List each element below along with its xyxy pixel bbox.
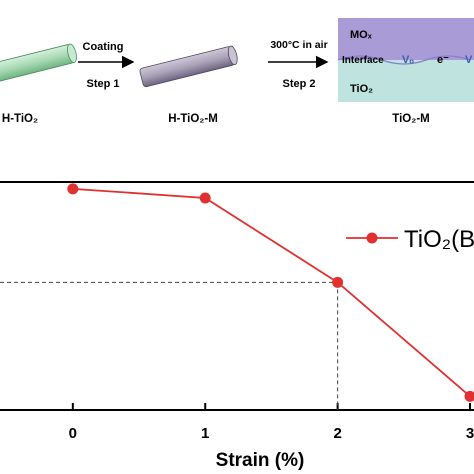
chart-series xyxy=(67,183,474,402)
x-tick-label-3: 3 xyxy=(466,425,474,442)
synthesis-schematic: Coating Step 1 300°C in air Step 2 MOₓ I… xyxy=(0,18,474,125)
h-tio2-rod xyxy=(0,43,77,86)
data-point-3 xyxy=(464,390,474,402)
x-tick-label-0: 0 xyxy=(69,425,77,442)
layer-diagram: MOₓ Interface Vₒ e⁻ V TiO₂ xyxy=(337,18,474,102)
data-point-1 xyxy=(199,192,211,204)
strain-chart: 0 1 2 3 Strain (%) TiO₂(B xyxy=(0,181,474,471)
arrow2-bottom-label: Step 2 xyxy=(282,78,315,90)
tio2-layer-label: TiO₂ xyxy=(350,83,373,95)
vacancy-right-label: V xyxy=(465,54,473,66)
stage-label-tio2-m: TiO₂-M xyxy=(392,113,429,125)
x-tick-label-2: 2 xyxy=(333,425,341,442)
h-tio2-m-rod xyxy=(139,45,238,88)
data-point-2 xyxy=(332,276,344,288)
mox-layer-label: MOₓ xyxy=(350,29,373,41)
interface-label: Interface xyxy=(342,55,384,66)
legend-label: TiO₂(B xyxy=(404,226,474,253)
electron-label: e⁻ xyxy=(437,54,449,66)
data-point-0 xyxy=(67,183,79,195)
x-tick-label-1: 1 xyxy=(201,425,209,442)
series-line-0 xyxy=(72,187,471,398)
arrow1-top-label: Coating xyxy=(83,41,124,53)
legend-marker xyxy=(366,232,378,244)
stage-label-h-tio2: H-TiO₂ xyxy=(2,113,38,125)
chart-legend: TiO₂(B xyxy=(346,226,474,253)
x-axis-title: Strain (%) xyxy=(216,450,305,471)
stage-label-h-tio2-m: H-TiO₂-M xyxy=(168,113,218,125)
vacancy-label: Vₒ xyxy=(402,54,414,66)
chart-axes: 0 1 2 3 Strain (%) xyxy=(0,181,474,471)
chart-guides xyxy=(0,281,339,410)
arrow1-bottom-label: Step 1 xyxy=(86,78,119,90)
arrow2-top-label: 300°C in air xyxy=(270,39,327,51)
